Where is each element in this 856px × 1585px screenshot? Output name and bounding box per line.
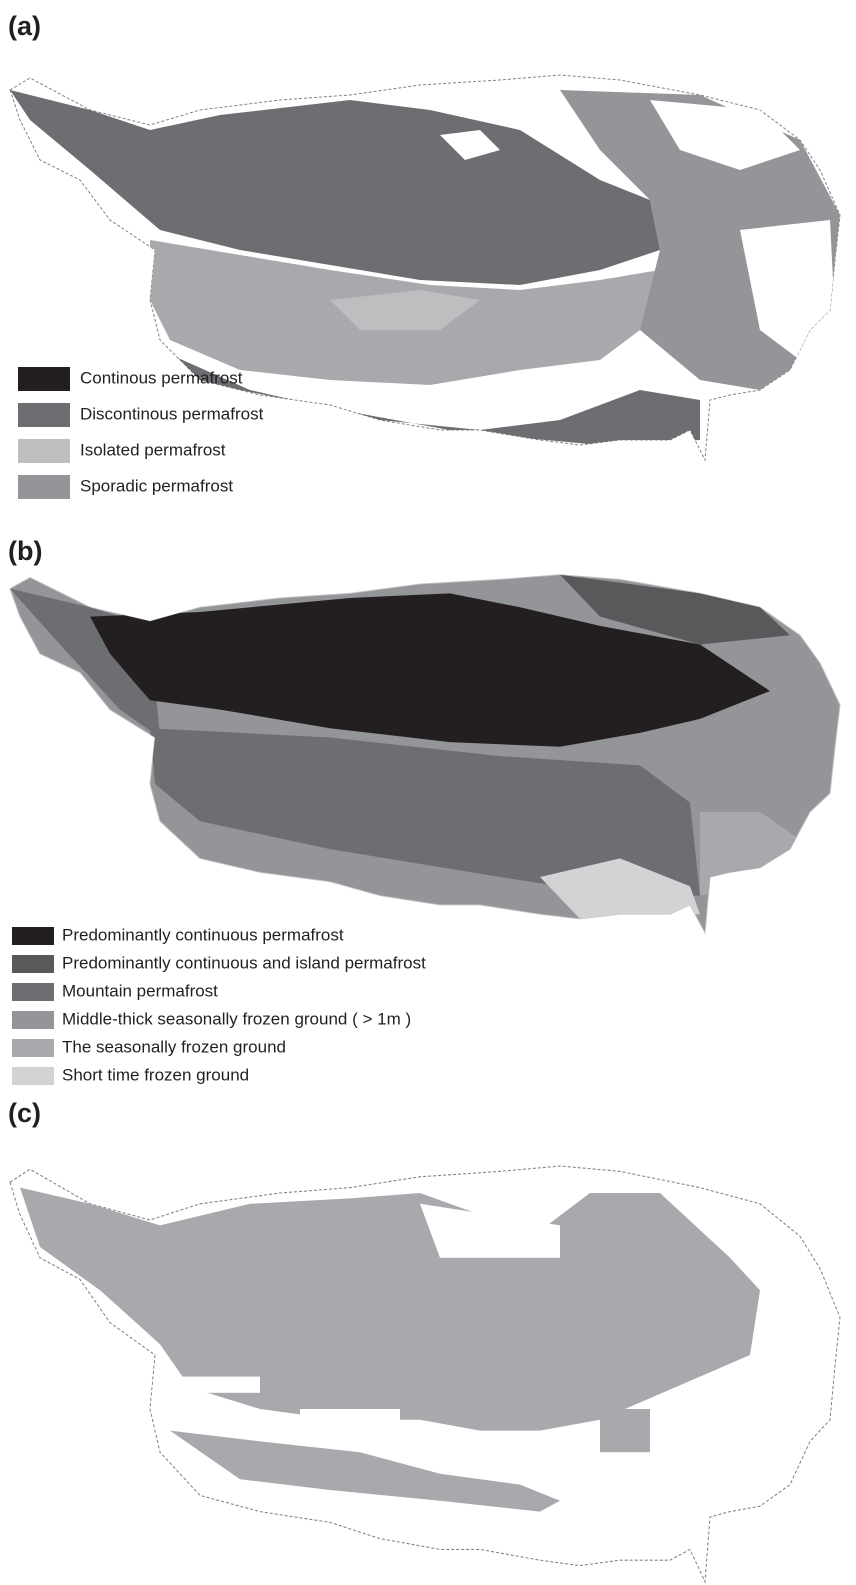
- legend-swatch: [12, 1039, 54, 1057]
- panel-label: (a): [8, 11, 41, 41]
- map-b: [10, 575, 840, 933]
- legend-label: Continous permafrost: [80, 368, 243, 387]
- legend-label: Sporadic permafrost: [80, 476, 233, 495]
- legend-label: Discontinous permafrost: [80, 404, 264, 423]
- legend-swatch: [18, 403, 70, 427]
- legend-label: Isolated permafrost: [80, 440, 226, 459]
- legend-swatch: [18, 475, 70, 499]
- legend-label: Mountain permafrost: [62, 981, 218, 1000]
- legend-swatch: [12, 1067, 54, 1085]
- legend-label: Short time frozen ground: [62, 1065, 249, 1084]
- legend-swatch: [12, 955, 54, 973]
- map-a: [10, 75, 840, 460]
- legend-label: Middle-thick seasonally frozen ground ( …: [62, 1009, 411, 1028]
- legend-swatch: [12, 927, 54, 945]
- legend-swatch: [12, 983, 54, 1001]
- figure: (a) Continous permafrost Discontinous perm…: [0, 0, 856, 1585]
- panel-label: (b): [8, 536, 42, 566]
- map-c: [10, 1166, 840, 1582]
- panel-label: (c): [8, 1098, 41, 1128]
- legend-label: Predominantly continuous and island perm…: [62, 953, 426, 972]
- legend-swatch: [12, 1011, 54, 1029]
- legend-swatch: [18, 367, 70, 391]
- legend-label: The seasonally frozen ground: [62, 1037, 286, 1056]
- legend-swatch: [18, 439, 70, 463]
- legend-label: Predominantly continuous permafrost: [62, 925, 344, 944]
